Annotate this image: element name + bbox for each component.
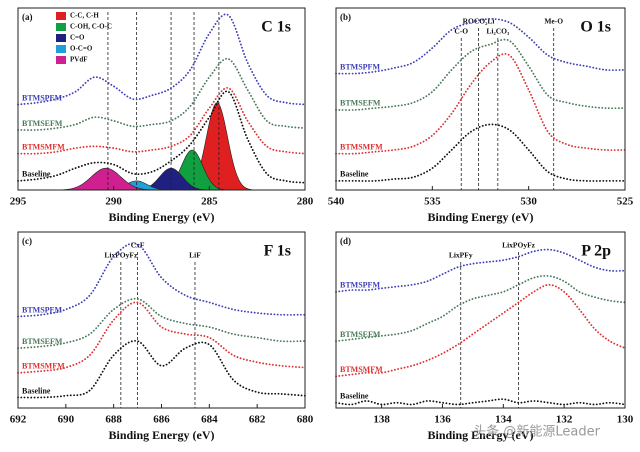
panel: LixPOyFzCxFLiFBTMSPFMBTMSEFMBTMSMFMBasel… [10,231,314,442]
series-label: BTMSPFM [22,93,62,102]
series-label: BTMSPFM [340,281,380,290]
x-tick-label: 132 [556,414,573,426]
x-tick-label: 535 [424,196,441,208]
legend-swatch [56,45,66,53]
series-label: Baseline [340,170,369,179]
x-axis-title: Binding Energy (eV) [427,210,533,224]
panel: BTMSPFM BTMSEFM BTMSMFM Baseline 295 290 285 28… [10,7,314,224]
data-trace [335,283,626,378]
panel-title: O 1s [580,19,611,36]
series-label: BTMSEFM [340,99,381,108]
x-tick-label: 138 [373,414,390,426]
panel-title: P 2p [581,243,611,260]
x-tick-label: 690 [58,414,75,426]
x-tick-label: 285 [201,196,218,208]
series-label: BTMSEFM [22,337,63,346]
panel-label: (c) [22,236,32,246]
plot-frame [17,231,306,409]
data-trace [17,297,306,350]
series-label: BTMSMFM [22,142,65,151]
x-tick-label: 136 [434,414,451,426]
x-tick-label: 290 [105,196,122,208]
reference-label: Li₂CO₃ [486,27,510,36]
series-label: BTMSMFM [340,142,383,151]
data-trace [335,38,626,111]
reference-label: ROCO₂Li [463,17,495,26]
legend-label: O-C=O [70,45,93,53]
data-trace [17,90,306,184]
panel-title: C 1s [261,19,291,36]
series-label: BTMSMFM [22,362,65,371]
x-axis-title: Binding Energy (eV) [108,428,214,442]
legend-label: C-OH, C-O-C [70,23,112,31]
x-tick-label: 540 [328,196,345,208]
reference-label: C-O [454,27,468,36]
x-axis-title: Binding Energy (eV) [108,210,214,224]
series-label: BTMSPFM [340,62,380,71]
series-label: Baseline [22,170,51,179]
series-label: Baseline [340,392,369,401]
panel-label: (d) [340,236,351,246]
reference-label: Me-O [544,17,563,26]
peak-component [18,167,305,191]
x-tick-label: 295 [10,196,27,208]
legend-swatch [56,23,66,31]
plot-frame [335,231,626,409]
reference-label: LixPOyFz [502,241,536,250]
series-label: BTMSPFM [22,305,62,314]
watermark: 头条 @新能源Leader [473,424,600,440]
data-trace [335,398,626,406]
x-tick-label: 682 [249,414,266,426]
x-tick-label: 680 [297,414,314,426]
x-tick-label: 686 [153,414,170,426]
legend-swatch [56,56,66,64]
data-trace [335,248,626,293]
x-axis-title: Binding Energy (eV) [427,428,533,442]
data-trace [335,18,626,75]
data-trace [17,301,306,374]
data-trace [17,242,306,318]
reference-label: LixPFy [449,251,473,260]
x-tick-label: 134 [495,414,512,426]
panel-label: (b) [340,12,351,22]
panel-title: F 1s [264,243,291,260]
legend-label: C-C, C-H [70,12,99,20]
x-tick-label: 525 [617,196,634,208]
x-tick-label: 684 [201,414,218,426]
series-label: BTMSMFM [340,365,383,374]
series-label: BTMSEFM [340,330,381,339]
data-trace [335,123,626,182]
data-trace [17,87,306,155]
x-tick-label: 530 [520,196,537,208]
data-trace [17,57,306,131]
plot-frame [335,7,626,191]
reference-label: LiF [189,251,201,260]
reference-label: LixPOyFz [104,251,138,260]
legend-swatch [56,34,66,42]
x-tick-label: 692 [10,414,27,426]
series-label: Baseline [22,386,51,395]
x-tick-label: 130 [617,414,634,426]
legend-label: PVdF [70,56,88,64]
x-tick-label: 688 [105,414,122,426]
panel-label: (a) [22,12,33,22]
x-tick-label: 280 [297,196,314,208]
plot-frame [17,7,306,191]
series-label: BTMSEFM [22,119,63,128]
legend-swatch [56,12,66,20]
data-trace [17,13,306,106]
panel: LixPFy LixPOyFz BTMSPFM BTMSEFM BTMSMFM Basel… [335,231,634,442]
legend-label: C=O [70,34,85,42]
